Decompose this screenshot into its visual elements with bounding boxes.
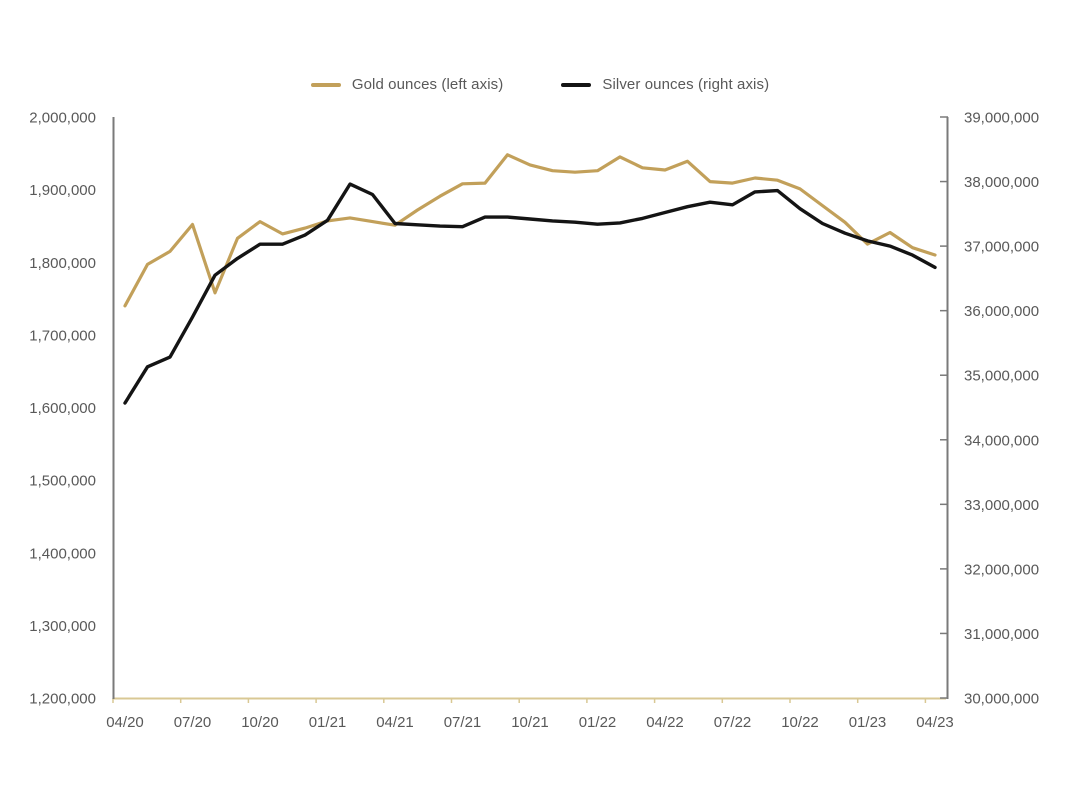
left-axis-tick-label: 1,400,000 [29,545,96,562]
gold-series-line [123,153,937,308]
x-axis-tick-label: 04/22 [646,714,684,731]
silver-series-swatch [561,82,592,87]
left-axis-tick-label: 1,700,000 [29,327,96,344]
right-axis-tick-label: 38,000,000 [964,174,1039,191]
legend-label-silver: Silver ounces (right axis) [602,76,770,93]
left-axis-tick-label: 1,900,000 [29,182,96,199]
left-axis-tick-label: 2,000,000 [29,110,96,127]
x-axis-tick-label: 07/20 [174,714,212,731]
legend-item-silver: Silver ounces (right axis) [561,76,769,93]
x-axis-tick-label: 04/20 [106,714,144,731]
x-axis-tick-label: 01/22 [579,714,617,731]
left-axis-tick-label: 1,800,000 [29,255,96,272]
x-axis-tick-label: 01/23 [849,714,887,731]
x-axis-tick-label: 10/20 [241,714,279,731]
x-axis-tick-label: 04/23 [916,714,954,731]
gold-series-swatch [310,82,341,87]
x-axis-tick-label: 10/21 [511,714,549,731]
x-axis-tick-label: 07/22 [714,714,752,731]
left-axis-tick-label: 1,300,000 [29,618,96,635]
right-axis-tick-label: 32,000,000 [964,561,1039,578]
left-axis-tick-label: 1,200,000 [29,691,96,708]
x-axis-tick-label: 10/22 [781,714,819,731]
right-axis-tick-label: 34,000,000 [964,432,1039,449]
x-axis-tick-label: 07/21 [444,714,482,731]
x-axis-tick-label: 04/21 [376,714,414,731]
right-axis-tick-label: 33,000,000 [964,497,1039,514]
right-axis-tick-label: 36,000,000 [964,303,1039,320]
right-axis-tick-label: 37,000,000 [964,239,1039,256]
right-axis-tick-label: 31,000,000 [964,626,1039,643]
right-axis-tick-label: 30,000,000 [964,691,1039,708]
x-axis-tick-label: 01/21 [309,714,347,731]
legend-item-gold: Gold ounces (left axis) [310,76,504,93]
right-axis-tick-label: 39,000,000 [964,110,1039,127]
legend-label-gold: Gold ounces (left axis) [351,76,504,93]
silver-series-line [123,182,937,405]
right-axis-tick-label: 35,000,000 [964,368,1039,385]
chart-legend: Gold ounces (left axis) Silver ounces (r… [0,76,1080,93]
left-axis-tick-label: 1,500,000 [29,473,96,490]
left-axis-tick-label: 1,600,000 [29,400,96,417]
